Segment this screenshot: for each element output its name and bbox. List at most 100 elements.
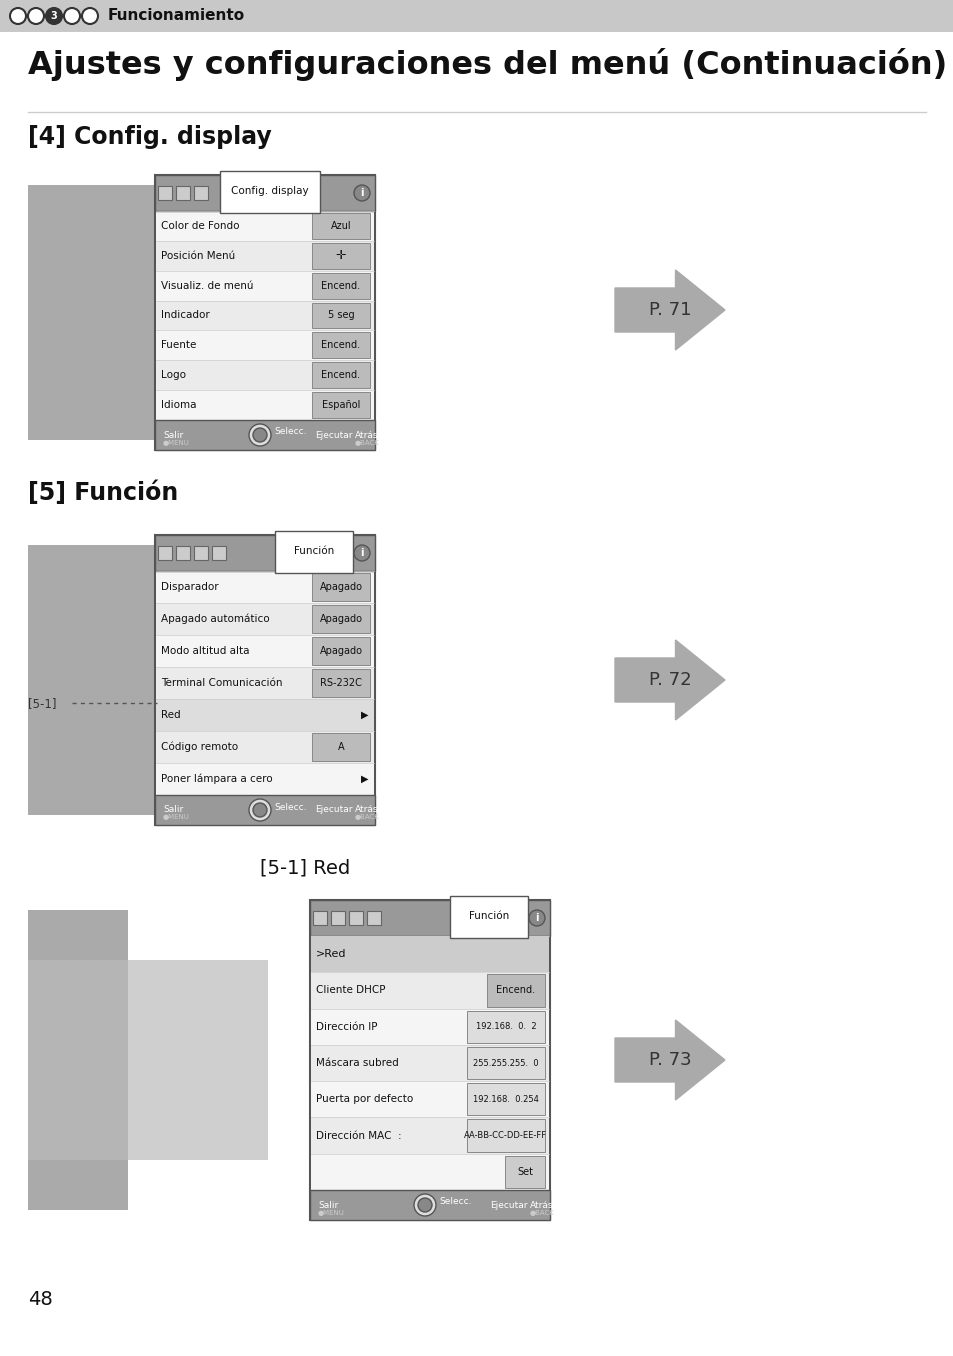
Text: Salir: Salir: [317, 1200, 338, 1210]
Text: Dirección MAC  :: Dirección MAC :: [315, 1131, 401, 1140]
Bar: [312, 362, 370, 388]
Text: Atrás: Atrás: [530, 1200, 553, 1210]
Text: Set: Set: [517, 1168, 533, 1177]
Bar: [156, 763, 374, 795]
Bar: [175, 186, 190, 199]
Bar: [312, 734, 370, 761]
Bar: [156, 731, 374, 763]
Text: Encend.: Encend.: [321, 281, 360, 290]
Bar: [313, 911, 327, 925]
Bar: [504, 1155, 544, 1188]
Bar: [154, 536, 375, 571]
Bar: [156, 571, 374, 603]
Text: Selecc.: Selecc.: [274, 427, 306, 437]
Circle shape: [354, 184, 370, 201]
Text: ●BACK: ●BACK: [355, 439, 379, 446]
Polygon shape: [615, 1020, 724, 1100]
Circle shape: [354, 545, 370, 561]
Bar: [193, 186, 208, 199]
Text: 5 seg: 5 seg: [327, 311, 354, 320]
Text: [5-1]: [5-1]: [28, 697, 56, 709]
Text: Apagado: Apagado: [319, 645, 362, 656]
Text: 192.168.  0.  2: 192.168. 0. 2: [476, 1022, 536, 1031]
Text: Encend.: Encend.: [321, 370, 360, 380]
Text: ▶: ▶: [361, 774, 369, 784]
Bar: [450, 896, 527, 938]
Text: ●MENU: ●MENU: [317, 1210, 345, 1215]
Bar: [312, 392, 370, 418]
Bar: [311, 936, 548, 972]
Text: Funcionamiento: Funcionamiento: [108, 8, 245, 23]
Text: Selecc.: Selecc.: [438, 1197, 471, 1207]
Text: Terminal Comunicación: Terminal Comunicación: [161, 678, 282, 687]
Bar: [156, 667, 374, 698]
Bar: [175, 546, 190, 560]
Bar: [312, 332, 370, 358]
Polygon shape: [615, 270, 724, 350]
Text: ▶: ▶: [361, 711, 369, 720]
Bar: [193, 546, 208, 560]
Circle shape: [253, 803, 267, 818]
Text: i: i: [360, 548, 363, 559]
Bar: [28, 545, 154, 815]
Circle shape: [414, 1195, 436, 1216]
Text: Config. display: Config. display: [231, 186, 309, 197]
Text: >Red: >Red: [315, 949, 346, 959]
Bar: [311, 1117, 548, 1154]
Bar: [158, 186, 172, 199]
Bar: [0, 0, 953, 33]
Text: Posición Menú: Posición Menú: [161, 251, 235, 260]
Bar: [310, 900, 550, 1220]
Text: Idioma: Idioma: [161, 400, 196, 410]
Text: Visualiz. de menú: Visualiz. de menú: [161, 281, 253, 290]
Text: AA-BB-CC-DD-EE-FF: AA-BB-CC-DD-EE-FF: [464, 1131, 547, 1140]
Text: P. 72: P. 72: [648, 671, 691, 689]
Bar: [311, 1045, 548, 1081]
Bar: [220, 171, 319, 213]
Bar: [154, 536, 375, 824]
Bar: [312, 243, 370, 268]
Text: Cliente DHCP: Cliente DHCP: [315, 986, 385, 995]
Text: Apagado automático: Apagado automático: [161, 614, 270, 624]
Circle shape: [64, 8, 80, 24]
Circle shape: [249, 799, 271, 820]
Bar: [28, 910, 128, 1210]
Text: 192.168.  0.254: 192.168. 0.254: [473, 1094, 538, 1104]
Text: Fuente: Fuente: [161, 340, 196, 350]
Text: Puerta por defecto: Puerta por defecto: [315, 1094, 413, 1104]
Text: Ajustes y configuraciones del menú (Continuación): Ajustes y configuraciones del menú (Cont…: [28, 47, 946, 81]
Text: Poner lámpara a cero: Poner lámpara a cero: [161, 774, 273, 784]
Bar: [156, 241, 374, 271]
Bar: [154, 175, 375, 212]
Circle shape: [417, 1197, 432, 1212]
Text: P. 73: P. 73: [648, 1051, 691, 1069]
Text: Código remoto: Código remoto: [161, 742, 238, 753]
Bar: [467, 1010, 544, 1043]
Text: 48: 48: [28, 1290, 52, 1309]
Text: Ejecutar: Ejecutar: [490, 1200, 527, 1210]
Polygon shape: [615, 640, 724, 720]
Text: Modo altitud alta: Modo altitud alta: [161, 645, 250, 656]
Circle shape: [529, 910, 544, 926]
Circle shape: [82, 8, 98, 24]
Text: Encend.: Encend.: [496, 986, 535, 995]
Circle shape: [28, 8, 44, 24]
Circle shape: [253, 428, 267, 442]
Bar: [154, 420, 375, 450]
Bar: [156, 301, 374, 331]
Text: i: i: [360, 188, 363, 198]
Text: RS-232C: RS-232C: [319, 678, 361, 687]
Bar: [312, 213, 370, 239]
Text: Apagado: Apagado: [319, 582, 362, 593]
Text: Salir: Salir: [163, 805, 183, 815]
Text: 255.255.255.  0: 255.255.255. 0: [473, 1059, 538, 1067]
Bar: [212, 546, 226, 560]
Text: Ejecutar: Ejecutar: [314, 805, 352, 815]
Bar: [467, 1120, 544, 1151]
Text: Disparador: Disparador: [161, 582, 218, 593]
Text: [5] Función: [5] Función: [28, 480, 178, 504]
Bar: [310, 900, 550, 936]
Text: Salir: Salir: [163, 430, 183, 439]
Bar: [331, 911, 345, 925]
Bar: [486, 974, 544, 1006]
